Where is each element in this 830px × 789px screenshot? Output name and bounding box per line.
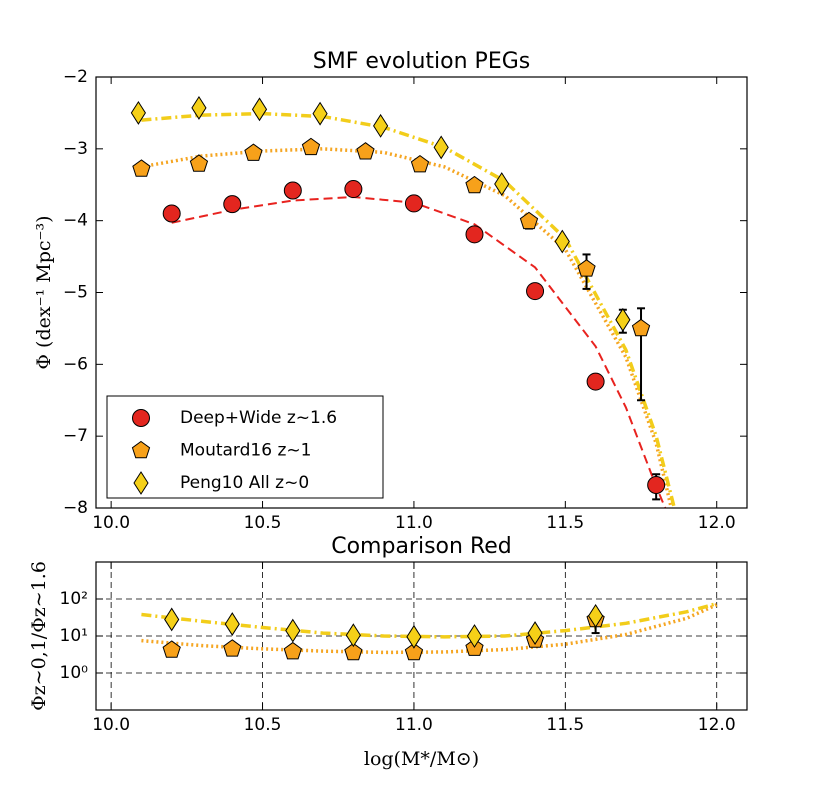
fit-line xyxy=(141,147,674,508)
marker xyxy=(577,259,596,277)
marker xyxy=(356,142,375,160)
marker xyxy=(631,318,651,337)
marker xyxy=(526,282,545,300)
legend-box xyxy=(106,395,384,499)
x-tick-label: 11.0 xyxy=(395,513,433,533)
x-tick-label: 11.5 xyxy=(546,513,584,533)
y-tick-label: −7 xyxy=(63,426,88,446)
chart-title: SMF evolution PEGs xyxy=(313,49,530,74)
y-tick-label: −3 xyxy=(63,139,88,159)
marker xyxy=(465,175,484,194)
marker xyxy=(283,181,302,200)
y-tick-label: −6 xyxy=(63,354,88,374)
x-tick-label: 10.5 xyxy=(244,715,282,735)
y-tick-label: −2 xyxy=(63,67,88,87)
legend-label: Peng10 All z~0 xyxy=(180,473,309,493)
y-tick-label: 10⁰ xyxy=(60,663,89,683)
marker xyxy=(527,621,543,646)
marker xyxy=(344,180,363,198)
marker xyxy=(647,476,666,494)
marker xyxy=(466,624,483,648)
plot-frame xyxy=(95,561,748,711)
marker xyxy=(132,159,151,177)
marker xyxy=(410,155,430,173)
marker xyxy=(615,307,631,332)
x-tick-label: 10.0 xyxy=(92,513,130,533)
plot-area xyxy=(141,601,718,661)
legend-label: Deep+Wide z~1.6 xyxy=(180,408,337,428)
plot-frame xyxy=(95,76,748,509)
legend-marker xyxy=(131,409,151,427)
y-tick-label: 10² xyxy=(60,589,88,609)
marker xyxy=(465,225,484,244)
marker xyxy=(406,624,422,649)
marker xyxy=(404,642,424,661)
marker xyxy=(244,143,263,161)
y-tick-label: −8 xyxy=(63,498,88,518)
marker xyxy=(164,607,180,632)
marker xyxy=(162,640,181,658)
y-axis-label: Φ (dex⁻¹ Mpc⁻³) xyxy=(33,215,55,369)
marker xyxy=(433,135,449,160)
y-tick-label: −5 xyxy=(63,283,88,303)
marker xyxy=(344,642,363,661)
x-tick-label: 10.5 xyxy=(244,513,282,533)
y-tick-label: −4 xyxy=(63,211,88,231)
marker xyxy=(251,97,268,122)
legend-label: Moutard16 z~1 xyxy=(180,441,311,461)
marker xyxy=(189,154,209,172)
marker xyxy=(285,618,301,643)
y-tick-label: 10¹ xyxy=(60,626,88,646)
fit-line xyxy=(171,195,667,508)
marker xyxy=(223,195,242,214)
chart-title: Comparison Red xyxy=(331,534,512,559)
marker xyxy=(586,372,605,391)
x-axis-label: log(M*/M⊙) xyxy=(364,748,479,770)
marker xyxy=(191,95,207,120)
fit-line xyxy=(141,603,718,655)
x-tick-label: 11.5 xyxy=(546,715,584,735)
x-tick-label: 12.0 xyxy=(698,715,736,735)
marker xyxy=(301,137,321,156)
marker xyxy=(588,603,604,628)
x-tick-label: 10.0 xyxy=(92,715,130,735)
marker xyxy=(283,641,302,660)
marker xyxy=(494,172,510,196)
x-tick-label: 12.0 xyxy=(698,513,736,533)
marker xyxy=(404,194,423,213)
y-axis-label: Φz∼0,1/Φz∼1.6 xyxy=(28,561,50,711)
marker xyxy=(224,612,240,637)
marker xyxy=(554,229,570,254)
marker xyxy=(373,113,389,138)
legend-marker xyxy=(131,440,151,459)
marker xyxy=(162,204,181,223)
plot-area xyxy=(130,95,677,508)
marker xyxy=(519,211,539,230)
marker xyxy=(345,623,361,648)
legend-marker xyxy=(133,471,149,495)
fit-line xyxy=(141,601,718,639)
marker xyxy=(312,101,328,126)
marker xyxy=(223,639,242,657)
x-tick-label: 11.0 xyxy=(395,715,433,735)
marker xyxy=(130,100,146,125)
